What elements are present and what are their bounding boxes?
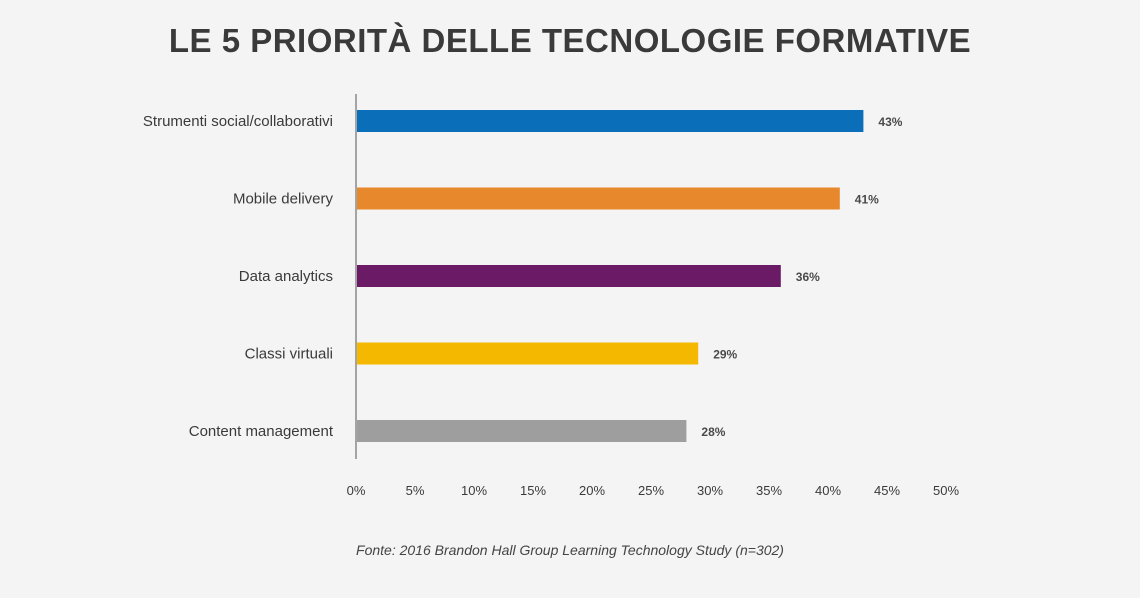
bar [357,187,840,210]
value-label: 36% [796,270,820,284]
x-tick-label: 15% [520,483,546,498]
category-label: Data analytics [239,268,333,285]
category-label: Classi virtuali [245,346,333,363]
x-tick-label: 35% [756,483,782,498]
x-tick-label: 0% [347,483,366,498]
value-labels: 43% 41% 36% 29% 28% [701,115,902,439]
x-tick-label: 40% [815,483,841,498]
value-label: 43% [878,115,902,129]
x-tick-label: 25% [638,483,664,498]
source-note: Fonte: 2016 Brandon Hall Group Learning … [356,542,784,558]
value-label: 41% [855,193,879,207]
category-label: Strumenti social/collaborativi [143,113,333,130]
bars-group [357,110,864,442]
x-axis-ticks: 0% 5% 10% 15% 20% 25% 30% 35% 40% 45% 50% [347,483,960,498]
bar [357,110,864,132]
chart-title: LE 5 PRIORITÀ DELLE TECNOLOGIE FORMATIVE [168,22,972,59]
x-tick-label: 10% [461,483,487,498]
x-tick-label: 45% [874,483,900,498]
bar [357,420,687,442]
x-tick-label: 20% [579,483,605,498]
bar [357,265,781,287]
value-label: 29% [713,348,737,362]
category-labels: Strumenti social/collaborativi Mobile del… [143,113,334,440]
x-tick-label: 50% [933,483,959,498]
category-label: Mobile delivery [233,191,334,208]
x-tick-label: 5% [406,483,425,498]
x-tick-label: 30% [697,483,723,498]
value-label: 28% [701,425,725,439]
bar [357,342,699,365]
category-label: Content management [189,423,334,440]
